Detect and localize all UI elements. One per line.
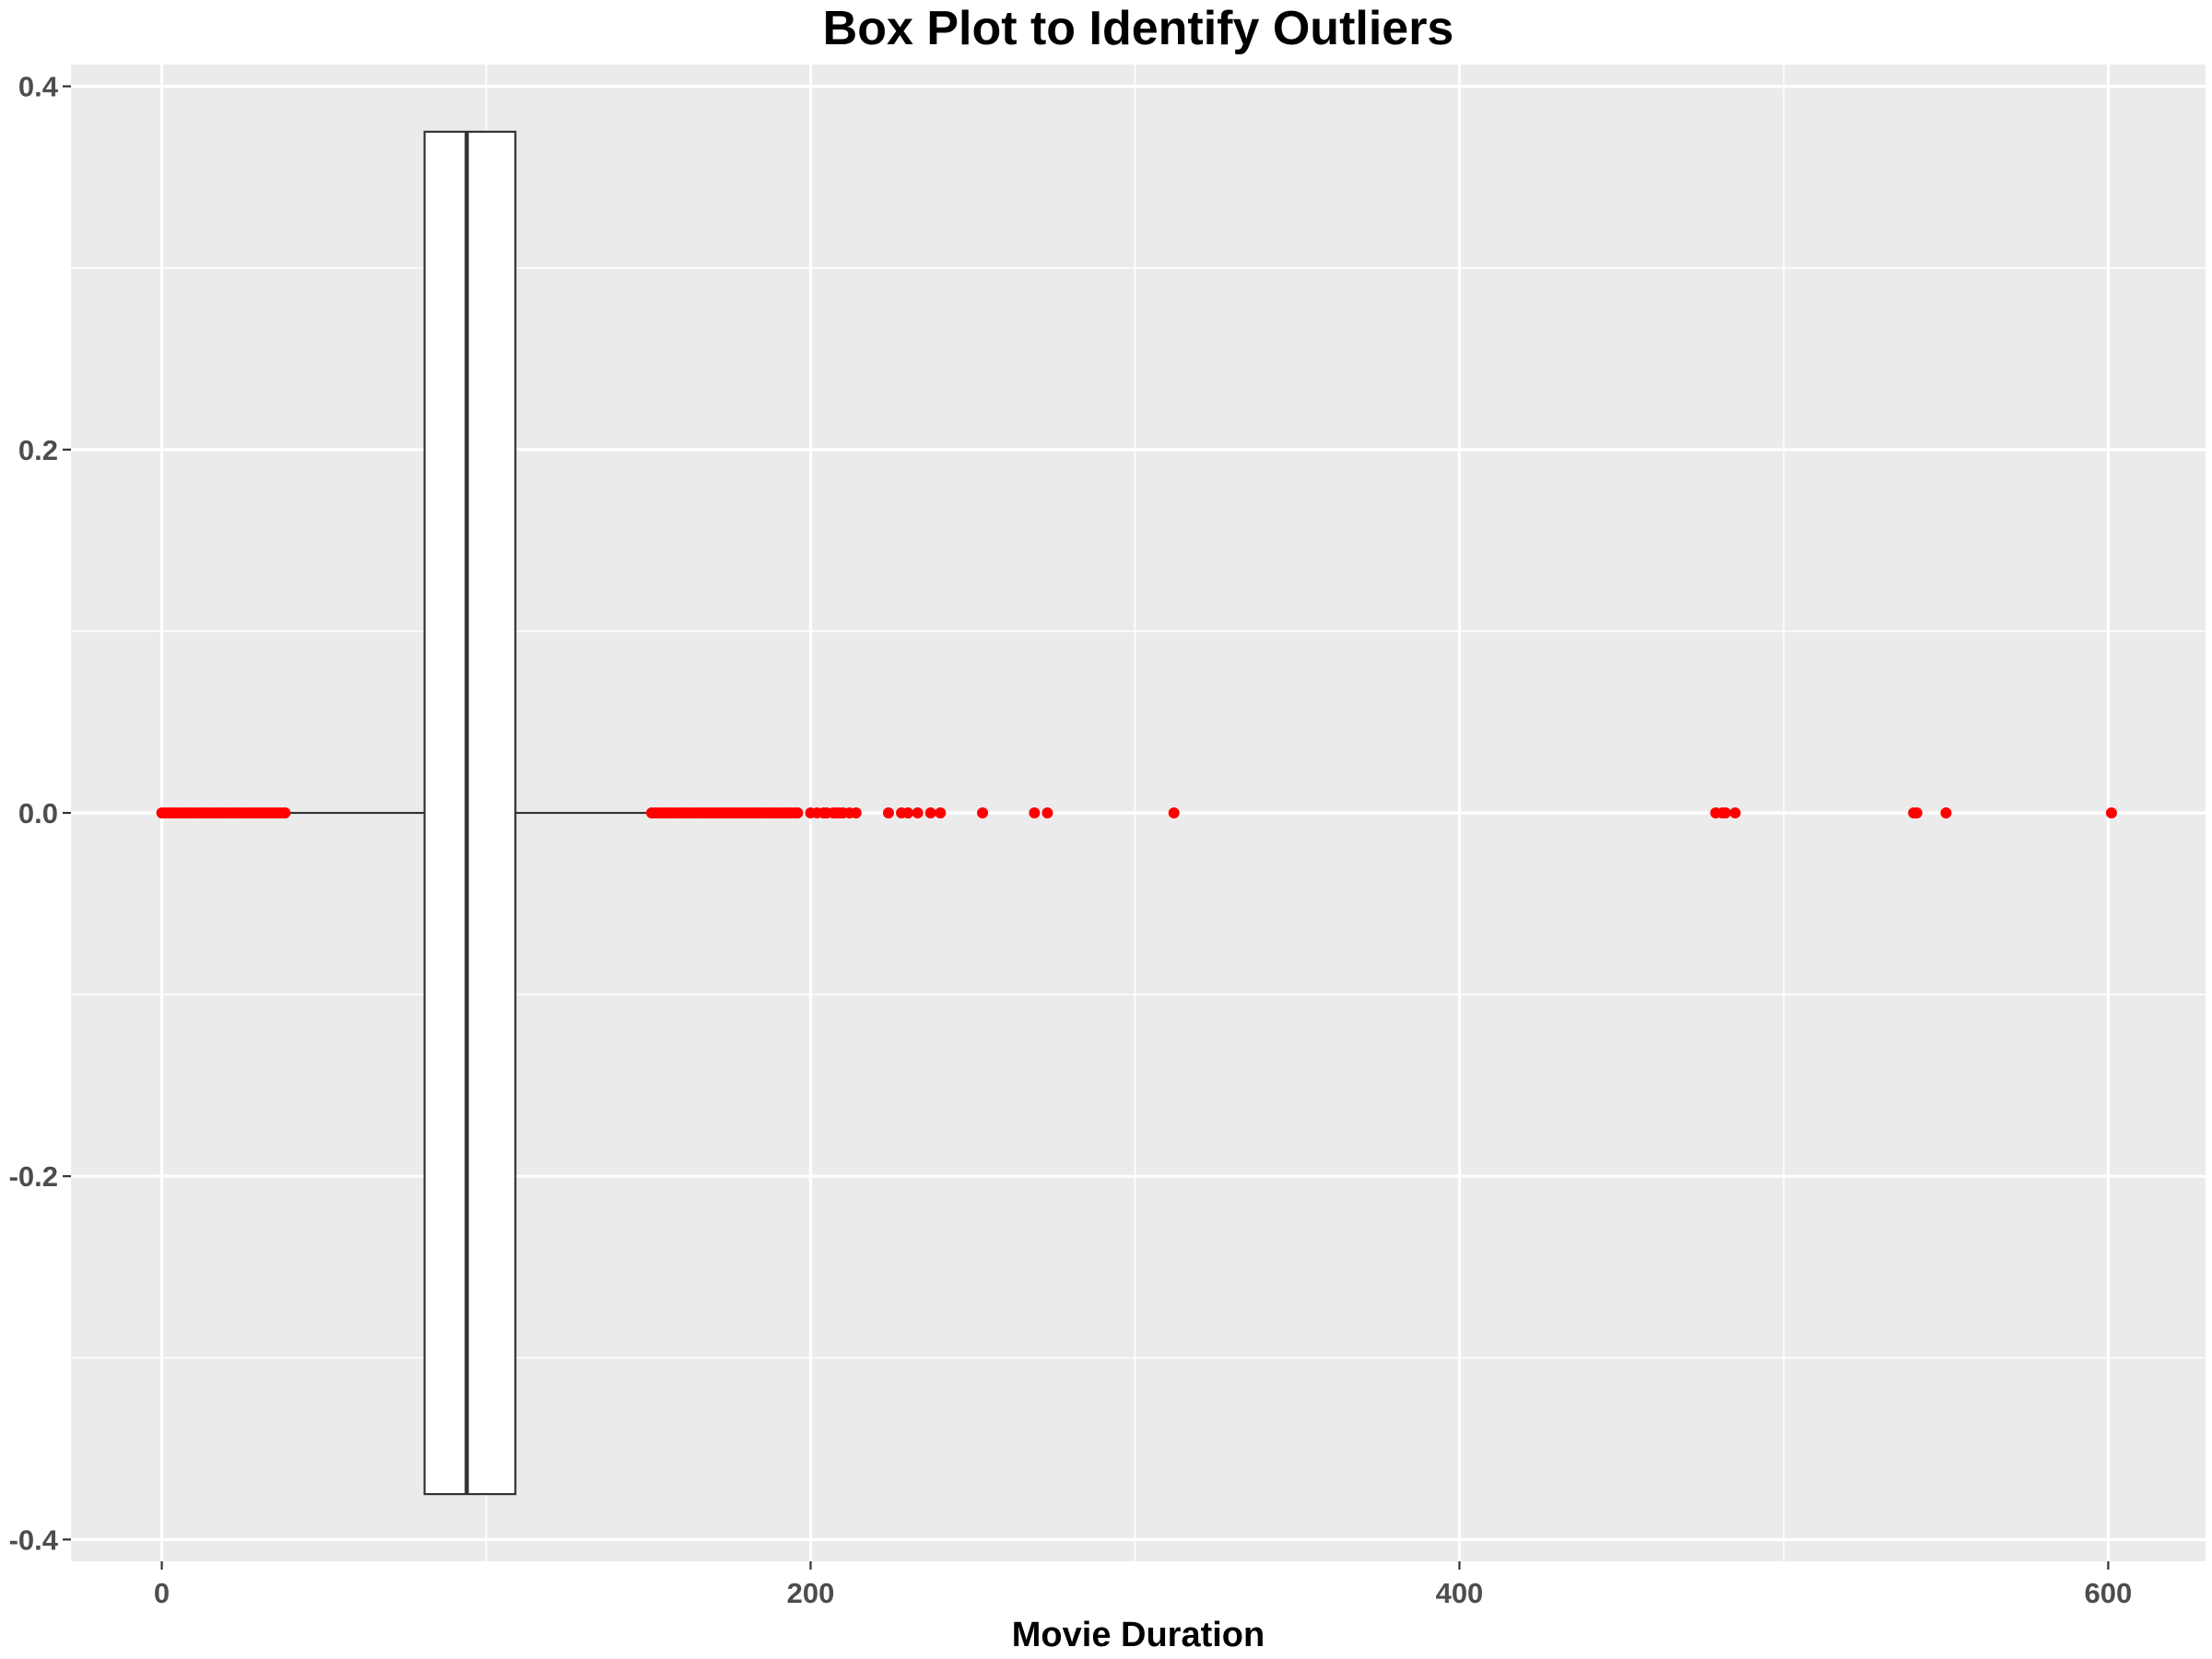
outlier-point xyxy=(1168,807,1180,818)
outlier-point xyxy=(792,807,804,818)
outlier-point xyxy=(1911,807,1923,818)
y-tick-label: 0.0 xyxy=(18,797,58,830)
outlier-point xyxy=(850,807,862,818)
outlier-point xyxy=(902,807,914,818)
outlier-points xyxy=(156,807,2117,818)
y-tick-label: 0.2 xyxy=(18,434,58,466)
x-tick-label: 200 xyxy=(787,1577,835,1609)
y-tick-label: 0.4 xyxy=(18,71,59,103)
outlier-point xyxy=(279,807,291,818)
y-tick-label: -0.2 xyxy=(9,1160,58,1193)
y-tick-label: -0.4 xyxy=(9,1524,59,1556)
outlier-point xyxy=(935,807,947,818)
x-tick-label: 0 xyxy=(154,1577,170,1609)
outlier-point xyxy=(924,807,936,818)
x-tick-label: 600 xyxy=(2085,1577,2133,1609)
x-axis-title: Movie Duration xyxy=(1012,1616,1265,1654)
x-tick-label: 400 xyxy=(1436,1577,1484,1609)
box-layer xyxy=(288,130,653,1496)
outlier-point xyxy=(1720,807,1732,818)
interquartile-box xyxy=(423,130,517,1496)
outlier-point xyxy=(1041,807,1053,818)
x-axis: 0 200 400 600 xyxy=(154,1561,2132,1609)
outlier-point xyxy=(977,807,989,818)
y-axis: -0.4 -0.2 0.0 0.2 0.4 xyxy=(9,71,71,1556)
chart-title: Box Plot to Identify Outliers xyxy=(823,2,1454,55)
outlier-point xyxy=(912,807,924,818)
outlier-point xyxy=(2105,807,2117,818)
outlier-point xyxy=(882,807,894,818)
outlier-point xyxy=(1729,807,1741,818)
outlier-point xyxy=(1940,807,1952,818)
outlier-point xyxy=(1029,807,1041,818)
